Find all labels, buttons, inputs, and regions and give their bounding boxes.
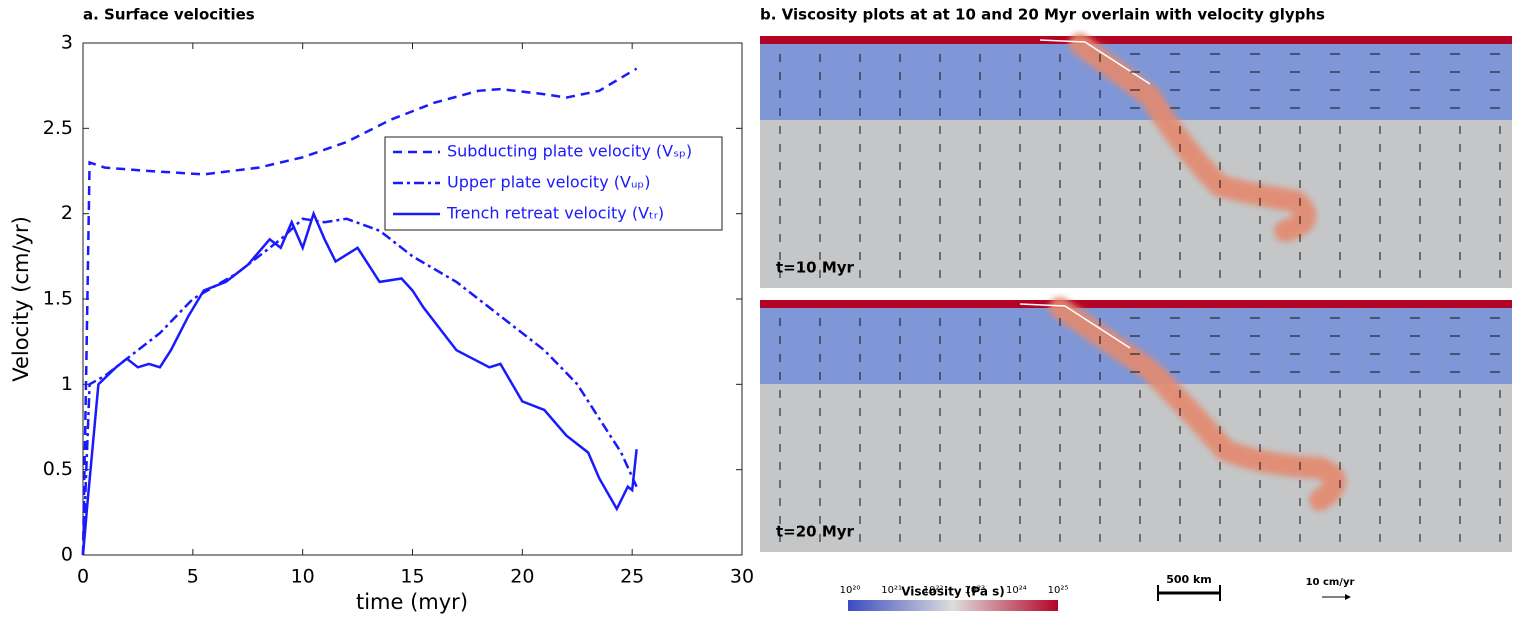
y-tick-label: 0.5 [43,458,73,480]
chart-area: 0 5 10 15 20 25 30 0 0.5 1 1.5 2 2.5 3 [43,32,754,588]
panel-title: b. Viscosity plots at at 10 and 20 Myr o… [760,6,1325,24]
y-tick-label: 1.5 [43,288,73,310]
colorbar-label: 10²² [923,585,944,596]
x-tick-label: 5 [187,566,199,588]
y-tick-label: 1 [61,373,73,395]
x-tick-label: 10 [291,566,315,588]
colorbar-label: 10²⁴ [1006,585,1027,596]
series-line [81,67,638,556]
x-tick-label: 0 [77,566,89,588]
legend-box [384,136,723,231]
slab-core [1019,303,1131,349]
colorbar [848,600,1058,611]
velocity-scale-label: 10 cm/yr [1306,577,1355,588]
colorbar-label: 10²⁰ [840,585,861,596]
colorbar-label: 10²³ [964,585,985,596]
lithosphere [760,300,1512,308]
snapshot-label: t=10 Myr [776,259,855,277]
x-axis-label: time (myr) [356,590,468,614]
colorbar-label: 10²⁵ [1048,585,1069,596]
x-tick-label: 25 [620,566,644,588]
slab-core [1039,39,1151,85]
legend-label: Subducting plate velocity (Vₛₚ) [447,142,692,161]
lithosphere [760,36,1512,44]
snapshot-label: t=20 Myr [776,523,855,541]
slab [1069,33,1317,242]
y-axis-label: Velocity (cm/yr) [9,216,33,382]
colorbar-title: Viscosity (Pa s) [901,585,1005,599]
colorbar-labels: 10²⁰ 10²¹ 10²² 10²³ 10²⁴ 10²⁵ [840,585,1069,596]
snapshots: t=10 Myr t=20 Myr [760,33,1512,552]
y-tick-label: 2 [61,202,73,224]
chart-title: a. Surface velocities [83,6,255,24]
plot-frame [82,42,743,556]
series-line [81,210,638,556]
x-tick-label: 30 [730,566,754,588]
y-tick-label: 0 [61,544,73,566]
legend-label: Upper plate velocity (Vᵤₚ) [447,173,651,192]
x-tick-label: 15 [400,566,424,588]
y-tick-label: 3 [61,32,73,54]
x-tick-label: 20 [510,566,534,588]
legend-label: Trench retreat velocity (Vₜᵣ) [446,204,664,223]
series-line [81,217,638,556]
y-tick-label: 2.5 [43,117,73,139]
scale-bar-label: 500 km [1166,573,1212,586]
colorbar-label: 10²¹ [881,585,902,596]
slab [1049,297,1346,511]
